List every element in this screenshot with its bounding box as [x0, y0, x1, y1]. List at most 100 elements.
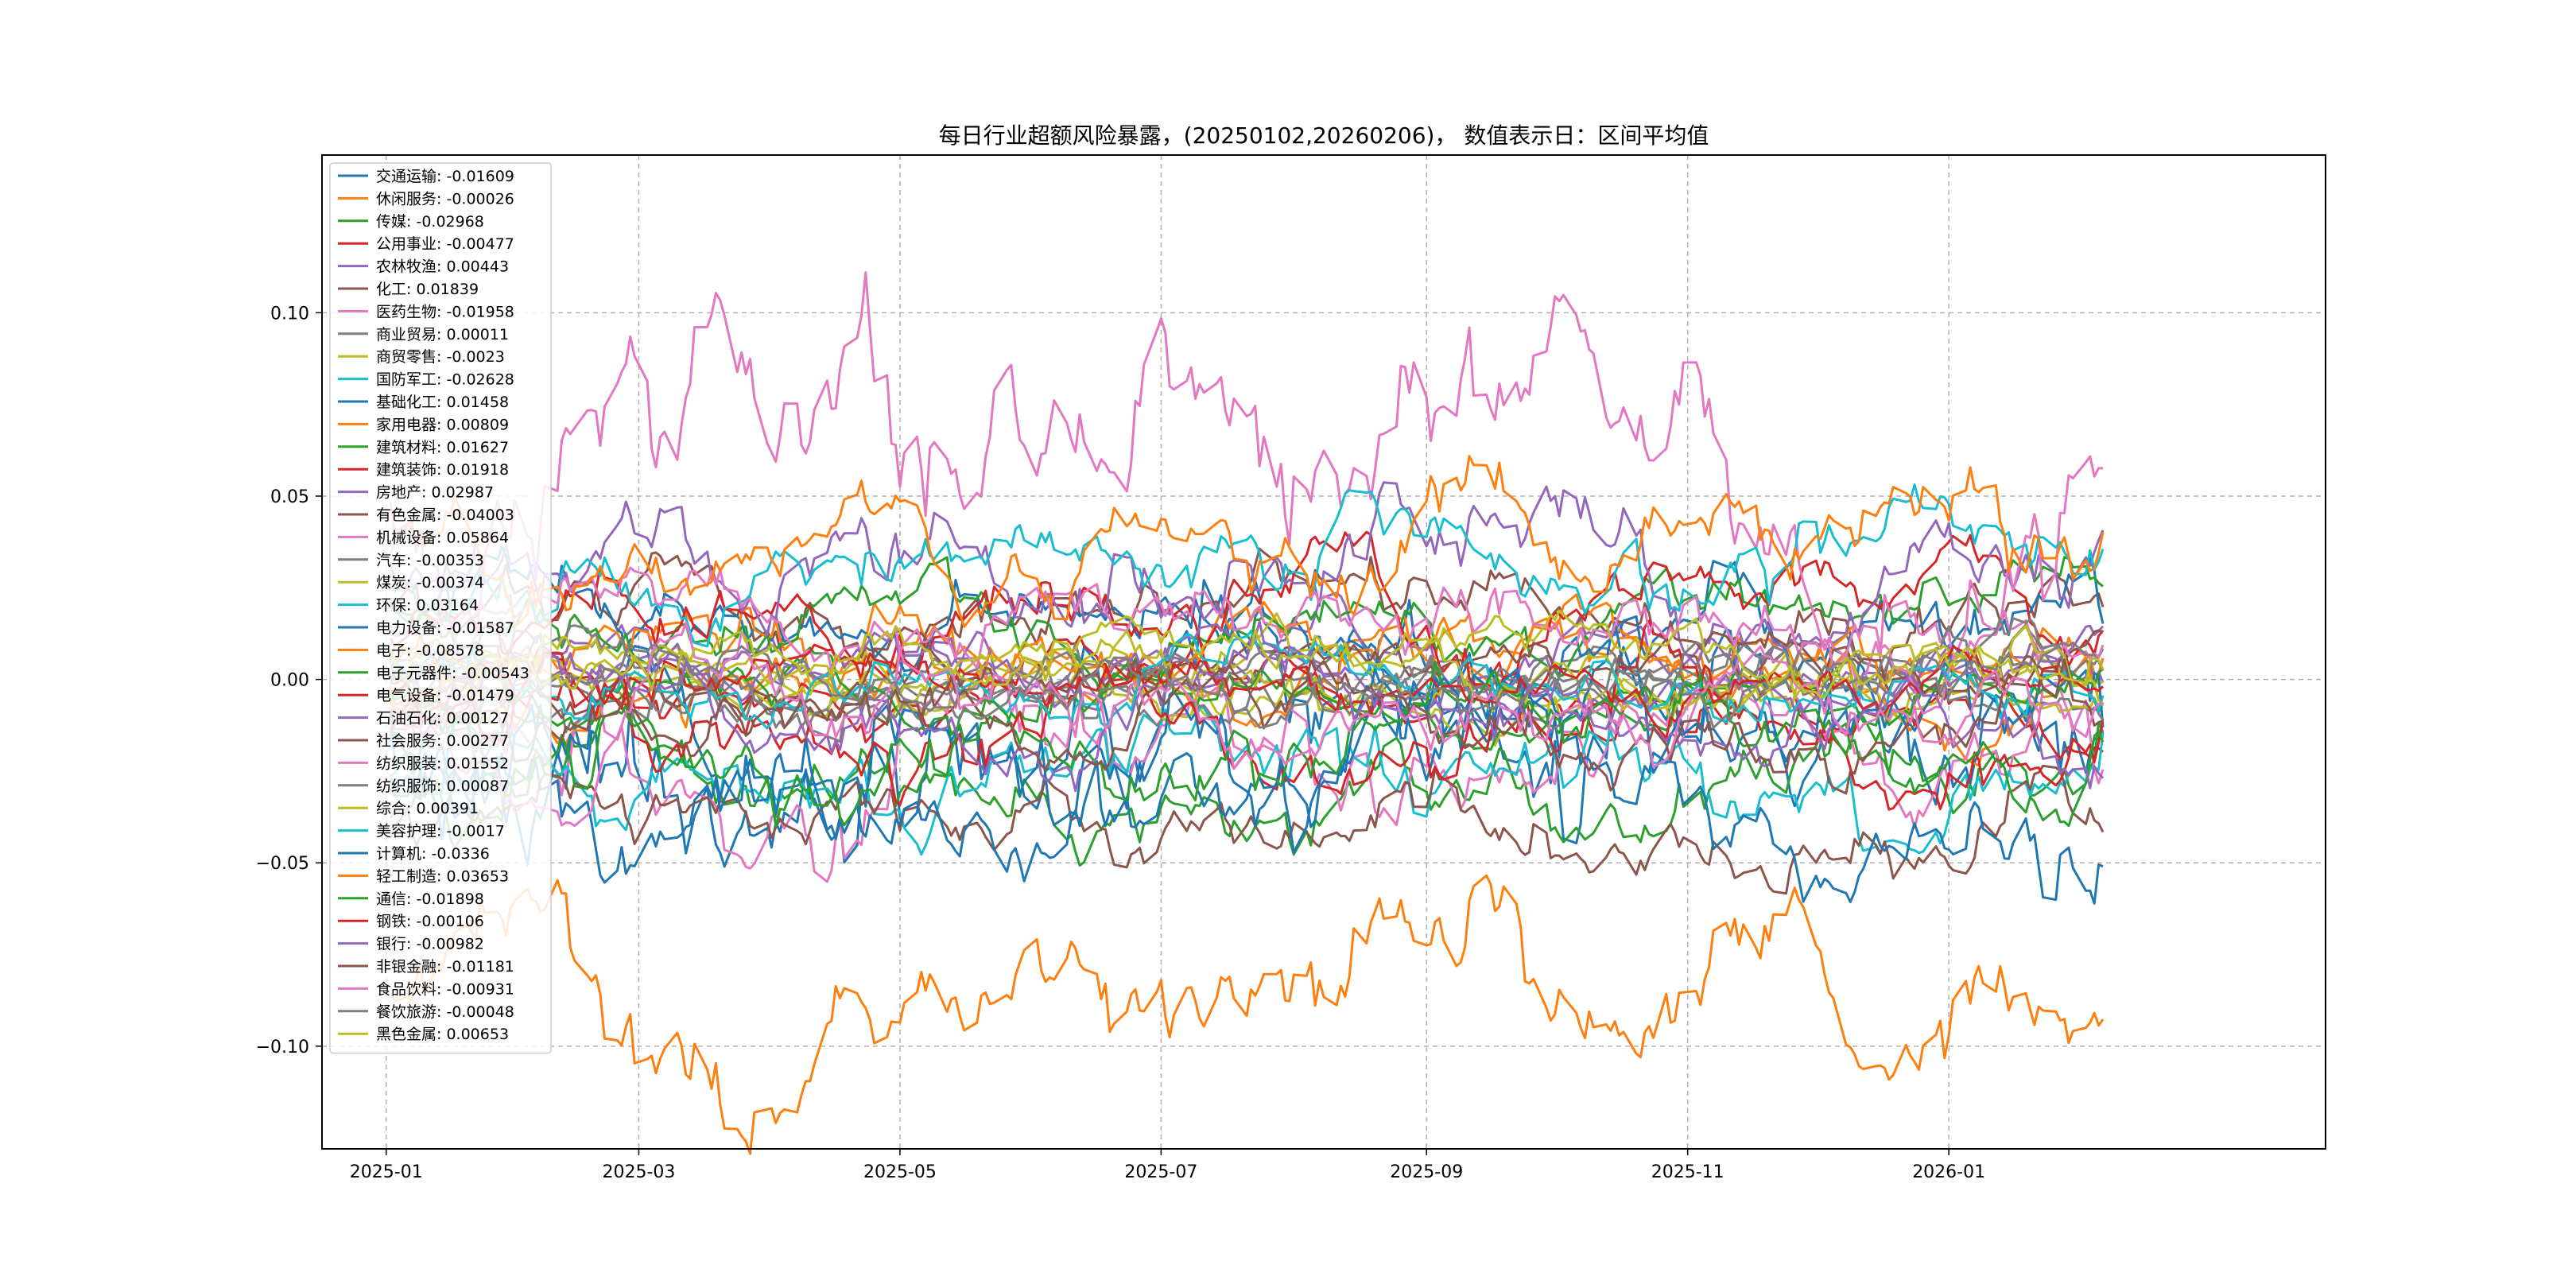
legend-entry-value: -0.0017 [446, 823, 504, 840]
legend-entry-value: -0.04003 [446, 506, 514, 524]
legend-entry-name: 银行 [376, 936, 406, 953]
legend-entry-name: 黑色金属 [376, 1026, 436, 1043]
series-line-33 [390, 643, 2105, 739]
legend-entry-value: 0.01627 [446, 439, 509, 456]
y-tick-label: 0.00 [270, 671, 309, 691]
legend-entry: 基础化工: 0.01458 [376, 394, 509, 411]
legend-entry-value: 0.02987 [431, 484, 494, 502]
legend-entry: 公用事业: -0.00477 [376, 235, 514, 253]
legend-entry-value: -0.00374 [416, 574, 483, 592]
legend-entry: 纺织服饰: 0.00087 [376, 778, 509, 795]
legend-entry: 计算机: -0.0336 [376, 845, 490, 863]
legend-entry-name: 交通运输 [376, 168, 436, 185]
legend-entry-value: -0.01479 [446, 687, 514, 704]
legend-entry-value: -0.01587 [446, 619, 514, 637]
x-tick-label: 2025-03 [603, 1162, 676, 1182]
legend-entry-value: -0.00543 [461, 665, 529, 682]
legend-entry-value: 0.05864 [446, 529, 509, 546]
series-line-35 [389, 654, 2104, 795]
series-line-21 [389, 874, 2105, 1155]
legend-entry-value: 0.01552 [446, 755, 509, 772]
legend-entry-value: -0.02968 [416, 213, 483, 231]
tick-layer: 2025-01 2025-03 2025-05 2025-07 2025-09 2025-… [256, 304, 1986, 1182]
legend-entry-value: 0.01839 [416, 281, 479, 298]
series-line-15 [389, 764, 2105, 895]
legend-entry: 食品饮料: -0.00931 [376, 980, 514, 998]
legend-entry-name: 医药生物 [376, 303, 436, 320]
legend-entry-name: 石油石化 [376, 710, 436, 727]
legend-entry: 商贸零售: -0.0023 [376, 348, 505, 366]
series-line-34 [389, 620, 2105, 793]
legend-entry-name: 纺织服饰 [376, 778, 436, 795]
y-tick-label: −0.05 [256, 854, 309, 874]
legend-entry-value: 0.00653 [446, 1026, 509, 1043]
legend-entry-value: -0.00477 [446, 235, 514, 253]
legend-entry: 农林牧渔: 0.00443 [376, 258, 509, 276]
x-tick-label: 2026-01 [1912, 1162, 1985, 1182]
legend-entry-name: 社会服务 [376, 732, 436, 750]
legend-entry-value: -0.01609 [446, 168, 514, 185]
legend-entry-name: 休闲服务 [376, 190, 436, 208]
legend-entry-name: 食品饮料 [376, 980, 436, 998]
series-line-19 [390, 483, 2105, 648]
y-tick-label: −0.10 [256, 1038, 309, 1057]
legend-entry: 石油石化: 0.00127 [376, 710, 509, 727]
series-line-13 [389, 530, 2105, 692]
legend-entry: 综合: 0.00391 [376, 800, 479, 817]
legend-entry-name: 建筑装饰 [376, 461, 436, 479]
legend-entry-name: 家用电器 [376, 416, 436, 433]
legend-entry-value: -0.00353 [416, 552, 483, 569]
legend-entry-name: 汽车 [376, 552, 406, 569]
legend-entry-value: 0.00391 [416, 800, 479, 817]
legend-entry-name: 煤炭 [376, 574, 406, 592]
legend-entry: 医药生物: -0.01958 [376, 303, 514, 320]
legend-entry-name: 基础化工 [376, 394, 436, 411]
legend-entry-value: -0.01958 [446, 303, 514, 320]
legend-entry: 传媒: -0.02968 [376, 213, 484, 231]
series-line-38 [389, 609, 2105, 699]
legend-entry: 美容护理: -0.0017 [376, 823, 505, 840]
x-tick-label: 2025-01 [350, 1162, 423, 1182]
legend-entry-name: 商业贸易 [376, 326, 436, 343]
legend-entry-name: 公用事业 [376, 235, 436, 253]
legend-entry-value: 0.00011 [446, 326, 509, 343]
legend-entry: 社会服务: 0.00277 [376, 732, 509, 750]
legend-entry-value: -0.00026 [446, 190, 514, 208]
legend-entry-name: 钢铁 [376, 913, 406, 930]
legend-entry-value: 0.00087 [446, 778, 509, 795]
legend-entry-value: 0.00443 [446, 258, 509, 276]
legend-entry: 非银金融: -0.01181 [376, 958, 514, 976]
x-tick-label: 2025-07 [1124, 1162, 1197, 1182]
legend-entry-name: 非银金融 [376, 958, 436, 976]
legend-entry-name: 计算机 [376, 845, 421, 863]
series-layer [389, 271, 2105, 1155]
series-line-10 [390, 545, 2105, 720]
legend-entry-value: -0.00982 [416, 936, 483, 953]
series-line-30 [389, 668, 2104, 905]
legend-entry-value: 0.03164 [416, 597, 479, 615]
legend-entry: 餐饮旅游: -0.00048 [376, 1003, 514, 1021]
legend-entry: 有色金属: -0.04003 [376, 506, 514, 524]
legend-entry-value: 0.03653 [446, 867, 509, 885]
x-tick-label: 2025-05 [863, 1162, 937, 1182]
legend-entry: 钢铁: -0.00106 [376, 913, 484, 930]
legend-entry: 建筑装饰: 0.01918 [376, 461, 509, 479]
series-line-6 [389, 664, 2105, 883]
legend-entry-value: -0.00931 [446, 980, 514, 998]
legend-entry: 环保: 0.03164 [376, 597, 479, 615]
legend-entry-name: 电子元器件 [376, 665, 452, 682]
legend-entry-name: 机械设备 [376, 529, 436, 546]
legend-entry: 轻工制造: 0.03653 [376, 867, 509, 885]
legend-entry: 化工: 0.01839 [376, 281, 479, 298]
legend-entry-name: 房地产 [376, 484, 421, 502]
y-tick-label: 0.10 [270, 304, 309, 324]
legend-entry-value: 0.01458 [446, 394, 509, 411]
legend-entry-name: 建筑材料 [376, 439, 436, 456]
legend-entry: 银行: -0.00982 [376, 936, 484, 953]
legend-entry-value: 0.00277 [446, 732, 509, 750]
legend-entry: 煤炭: -0.00374 [376, 574, 484, 592]
axes-frame [321, 154, 2326, 1150]
series-line-26 [389, 566, 2105, 716]
y-tick-label: 0.05 [270, 487, 309, 507]
